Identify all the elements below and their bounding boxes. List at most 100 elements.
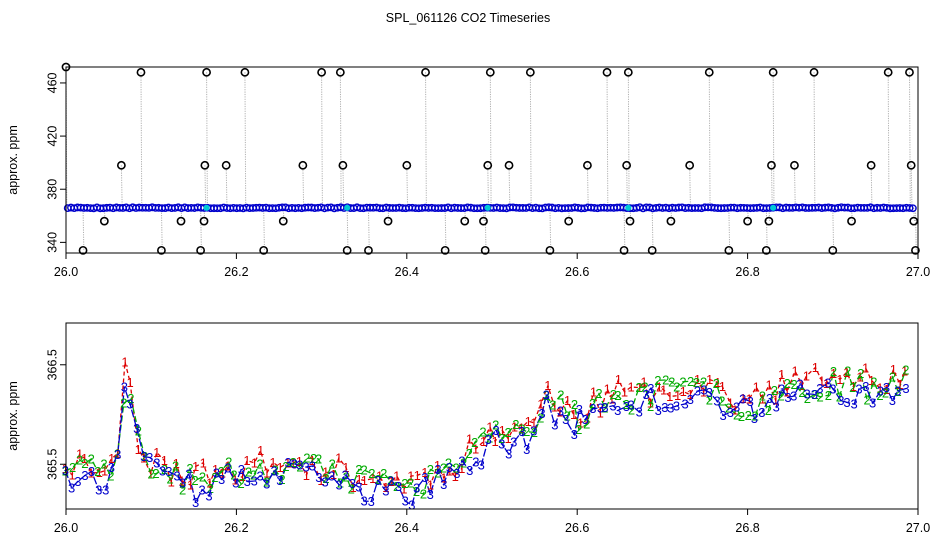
series-1-label: 1 [308, 453, 315, 468]
series-3-label: 3 [322, 475, 329, 490]
series-3-label: 3 [576, 402, 583, 417]
series-1-label: 1 [739, 391, 746, 406]
series-1-label: 1 [178, 474, 185, 489]
series-3-label: 3 [628, 397, 635, 412]
series-1-label: 1 [896, 377, 903, 392]
bottom-x-tick-label: 26.6 [565, 521, 589, 535]
series-3-label: 3 [803, 386, 810, 401]
series-3-label: 3 [557, 403, 564, 418]
series-1-label: 1 [239, 469, 246, 484]
series-1-label: 1 [564, 393, 571, 408]
series-3-label: 3 [877, 384, 884, 399]
outlier-marker [298, 160, 308, 170]
outlier-marker [99, 216, 109, 226]
series-3-label: 3 [133, 421, 140, 436]
series-3-label: 3 [276, 473, 283, 488]
series-1-label: 1 [243, 453, 250, 468]
series-1-label: 1 [746, 392, 753, 407]
outlier-line [244, 72, 247, 208]
series-1-label: 1 [518, 421, 525, 436]
outlier-marker [480, 245, 490, 255]
bottom-y-tick-label: 365.5 [45, 449, 59, 480]
series-2-label: 2 [628, 402, 635, 417]
outlier-marker [479, 216, 488, 226]
series-2-label: 2 [375, 472, 382, 487]
series-3-label: 3 [374, 473, 381, 488]
series-3-label: 3 [453, 466, 460, 481]
series-3-label: 3 [784, 390, 791, 405]
cyan-point [770, 204, 777, 211]
series-2-label: 2 [673, 380, 680, 395]
outlier-line [342, 165, 345, 208]
series-1-label: 1 [868, 373, 875, 388]
series-2-label: 2 [571, 397, 578, 412]
series-1-label: 1 [458, 461, 465, 476]
series-3-label: 3 [205, 488, 212, 503]
series-1-label: 1 [590, 385, 597, 400]
series-2-label: 2 [120, 396, 127, 411]
series-1-label: 1 [666, 389, 673, 404]
series-2-label: 2 [668, 374, 675, 389]
series-3-label: 3 [303, 460, 310, 475]
series-3-label: 3 [244, 474, 251, 489]
series-3-label: 3 [551, 418, 558, 433]
series-2-label: 2 [272, 463, 279, 478]
outlier-line [302, 165, 305, 208]
series-2-label: 2 [263, 474, 270, 489]
series-3-label: 3 [440, 477, 447, 492]
series-3-label: 3 [421, 470, 428, 485]
outlier-line [708, 72, 711, 208]
series-2-label: 2 [718, 394, 725, 409]
outlier-marker [200, 160, 210, 170]
series-3-label: 3 [179, 475, 186, 490]
series-2-label: 2 [654, 373, 661, 388]
series-1-label: 1 [440, 471, 447, 486]
outlier-marker [906, 160, 916, 170]
series-2-label: 2 [296, 459, 303, 474]
series-1-label: 1 [674, 388, 681, 403]
series-2-label: 2 [512, 417, 519, 432]
series-3-label: 3 [562, 412, 569, 427]
outlier-line [82, 207, 85, 251]
series-2-label: 2 [81, 456, 88, 471]
top-x-tick-label: 26.6 [565, 265, 589, 279]
series-3-label: 3 [81, 468, 88, 483]
series-2-label: 2 [245, 464, 252, 479]
series-1-label: 1 [597, 406, 604, 421]
series-2-label: 2 [498, 431, 505, 446]
series-2-label: 2 [687, 374, 694, 389]
outlier-marker [157, 245, 166, 255]
series-2-label: 2 [518, 422, 525, 437]
series-2-label: 2 [713, 376, 720, 391]
series-1-label: 1 [530, 415, 537, 430]
outlier-line [225, 165, 228, 208]
series-1-label: 1 [862, 360, 869, 375]
series-3-line [64, 382, 907, 506]
series-3-label: 3 [192, 495, 199, 510]
series-1-label: 1 [140, 450, 147, 465]
outlier-marker [911, 245, 920, 255]
series-1-label: 1 [486, 419, 493, 434]
outlier-line [444, 207, 447, 251]
series-1-label: 1 [694, 372, 701, 387]
series-2-label: 2 [738, 409, 745, 424]
series-1-label: 1 [212, 462, 219, 477]
series-1-label: 1 [257, 443, 264, 458]
series-2-label: 2 [211, 470, 218, 485]
series-3-label: 3 [315, 470, 322, 485]
outlier-marker [724, 245, 734, 255]
top-x-tick-label: 26.4 [395, 265, 419, 279]
series-2-label: 2 [777, 388, 784, 403]
series-3-label: 3 [173, 468, 180, 483]
outlier-marker [335, 67, 345, 77]
series-2-label: 2 [812, 387, 819, 402]
series-2-label: 2 [250, 468, 257, 483]
outlier-marker [790, 160, 799, 170]
series-2-label: 2 [549, 397, 556, 412]
series-1-label: 1 [276, 460, 283, 475]
series-1-label: 1 [818, 373, 825, 388]
series-3-label: 3 [102, 482, 109, 497]
top-x-tick-label: 27.0 [906, 265, 930, 279]
series-1-label: 1 [69, 467, 76, 482]
